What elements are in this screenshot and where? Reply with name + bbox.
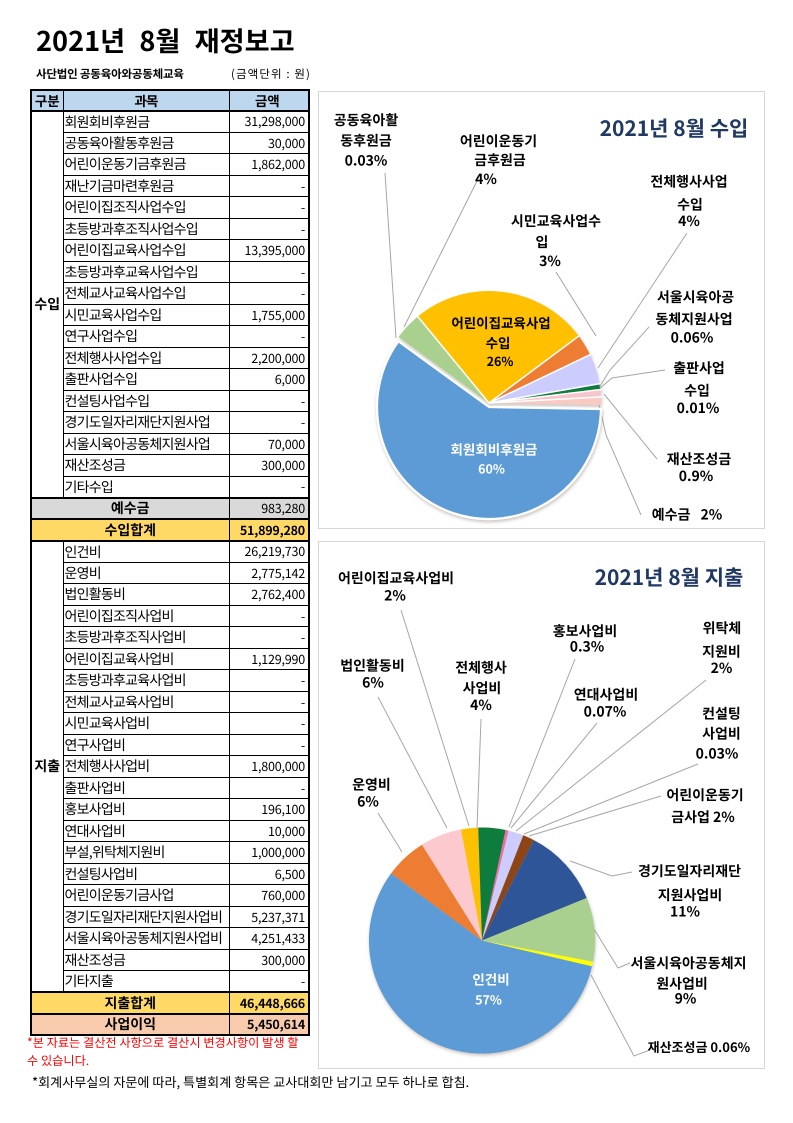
svg-text:6%: 6% <box>362 673 384 693</box>
svg-text:4%: 4% <box>470 695 492 715</box>
svg-text:0.9%: 0.9% <box>679 466 714 486</box>
svg-text:어린이운동기: 어린이운동기 <box>460 131 537 151</box>
svg-text:서울시육아공: 서울시육아공 <box>657 287 734 307</box>
svg-text:2%: 2% <box>711 658 733 678</box>
svg-text:사업비: 사업비 <box>702 724 741 744</box>
svg-text:2021년 8월 수입: 2021년 8월 수입 <box>600 113 749 143</box>
svg-text:법인활동비: 법인활동비 <box>340 656 404 676</box>
svg-text:어린이집교육사업비: 어린이집교육사업비 <box>338 568 454 588</box>
svg-text:수입: 수입 <box>677 195 703 215</box>
svg-text:11%: 11% <box>670 902 701 922</box>
svg-text:회원회비후원금: 회원회비후원금 <box>451 439 538 459</box>
svg-text:연대사업비: 연대사업비 <box>574 685 638 705</box>
svg-text:시민교육사업수: 시민교육사업수 <box>511 211 601 231</box>
svg-text:사업비: 사업비 <box>463 678 502 698</box>
svg-text:지원사업비: 지원사업비 <box>658 885 722 905</box>
svg-text:원사업비: 원사업비 <box>656 974 708 994</box>
svg-text:4%: 4% <box>678 211 700 231</box>
svg-text:위탁체: 위탁체 <box>703 618 742 638</box>
svg-text:0.01%: 0.01% <box>677 398 720 418</box>
svg-text:서울시육아공동체지: 서울시육아공동체지 <box>631 953 747 973</box>
svg-text:전체행사사업: 전체행사사업 <box>650 172 727 192</box>
svg-text:동체지원사업: 동체지원사업 <box>655 309 732 329</box>
svg-text:운영비: 운영비 <box>352 775 391 795</box>
svg-text:9%: 9% <box>675 989 697 1009</box>
svg-text:홍보사업비: 홍보사업비 <box>553 621 617 641</box>
svg-text:금후원금: 금후원금 <box>474 150 526 170</box>
svg-text:지원비: 지원비 <box>702 642 741 662</box>
svg-text:어린이집교육사업: 어린이집교육사업 <box>451 312 550 332</box>
svg-text:금사업 2%: 금사업 2% <box>671 807 735 827</box>
svg-text:전체행사: 전체행사 <box>455 658 507 678</box>
svg-text:재산조성금: 재산조성금 <box>667 449 732 469</box>
svg-text:입: 입 <box>536 232 549 252</box>
svg-text:동후원금: 동후원금 <box>340 131 392 151</box>
svg-text:수입: 수입 <box>684 381 710 401</box>
svg-text:0.03%: 0.03% <box>345 151 388 171</box>
svg-text:공동육아활: 공동육아활 <box>334 110 399 130</box>
svg-text:2%: 2% <box>384 586 406 606</box>
svg-text:인건비: 인건비 <box>472 969 509 989</box>
svg-text:재산조성금 0.06%: 재산조성금 0.06% <box>648 1037 751 1056</box>
svg-text:26%: 26% <box>487 351 514 370</box>
svg-text:0.3%: 0.3% <box>570 637 605 657</box>
svg-text:0.03%: 0.03% <box>696 744 739 764</box>
svg-text:출판사업: 출판사업 <box>673 358 725 378</box>
svg-text:2021년 8월 지출: 2021년 8월 지출 <box>595 562 744 592</box>
svg-text:어린이운동기: 어린이운동기 <box>666 785 743 805</box>
svg-text:경기도일자리재단: 경기도일자리재단 <box>638 861 741 881</box>
svg-text:6%: 6% <box>357 792 379 812</box>
svg-text:0.07%: 0.07% <box>584 702 627 722</box>
svg-text:57%: 57% <box>475 990 502 1009</box>
svg-text:0.06%: 0.06% <box>671 328 714 348</box>
svg-text:예수금 2%: 예수금 2% <box>652 505 723 525</box>
svg-text:3%: 3% <box>539 251 561 271</box>
svg-text:4%: 4% <box>475 169 497 189</box>
svg-text:수입: 수입 <box>486 332 511 352</box>
svg-text:60%: 60% <box>478 459 505 478</box>
svg-text:컨설팅: 컨설팅 <box>702 704 741 724</box>
